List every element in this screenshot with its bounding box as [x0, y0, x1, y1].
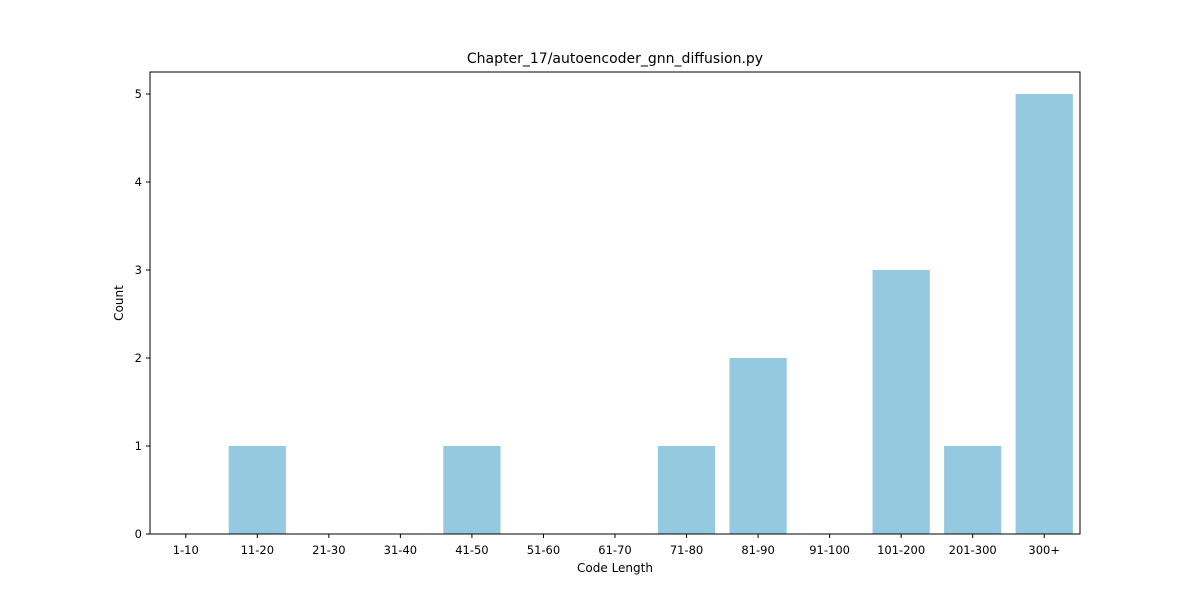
bar-101-200 — [872, 270, 930, 534]
y-axis: 0 1 2 3 4 5 — [135, 87, 150, 541]
y-tick-label: 1 — [135, 439, 142, 453]
plot-frame — [149, 71, 1081, 535]
x-tick-label: 51-60 — [527, 543, 560, 557]
bar-11-20 — [228, 446, 286, 534]
bar-201-300 — [944, 446, 1002, 534]
x-tick-label: 201-300 — [949, 543, 997, 557]
y-tick-label: 2 — [135, 351, 142, 365]
x-tick-label: 11-20 — [241, 543, 274, 557]
bar-71-80 — [657, 446, 716, 534]
x-axis: 1-10 11-20 21-30 31-40 41-50 51-60 61-70 71-80 8… — [173, 534, 1060, 557]
y-tick-label: 0 — [135, 527, 142, 541]
x-tick-label: 1-10 — [173, 543, 199, 557]
bars-group — [228, 94, 1073, 534]
bar-300+ — [1015, 94, 1073, 534]
x-tick-label: 300+ — [1028, 543, 1060, 557]
x-axis-label: Code Length — [577, 561, 653, 575]
bar-81-90 — [729, 358, 787, 534]
y-tick-label: 5 — [135, 87, 142, 101]
x-tick-label: 101-200 — [877, 543, 925, 557]
x-tick-label: 31-40 — [384, 543, 417, 557]
y-tick-label: 4 — [135, 175, 142, 189]
x-tick-label: 61-70 — [598, 543, 631, 557]
bar-41-50 — [443, 446, 501, 534]
y-axis-label: Count — [112, 285, 126, 321]
y-tick-label: 3 — [135, 263, 142, 277]
x-tick-label: 81-90 — [741, 543, 774, 557]
x-tick-label: 41-50 — [455, 543, 488, 557]
x-tick-label: 21-30 — [312, 543, 345, 557]
chart-title: Chapter_17/autoencoder_gnn_diffusion.py — [467, 51, 763, 67]
x-tick-label: 91-100 — [809, 543, 850, 557]
x-tick-label: 71-80 — [670, 543, 703, 557]
